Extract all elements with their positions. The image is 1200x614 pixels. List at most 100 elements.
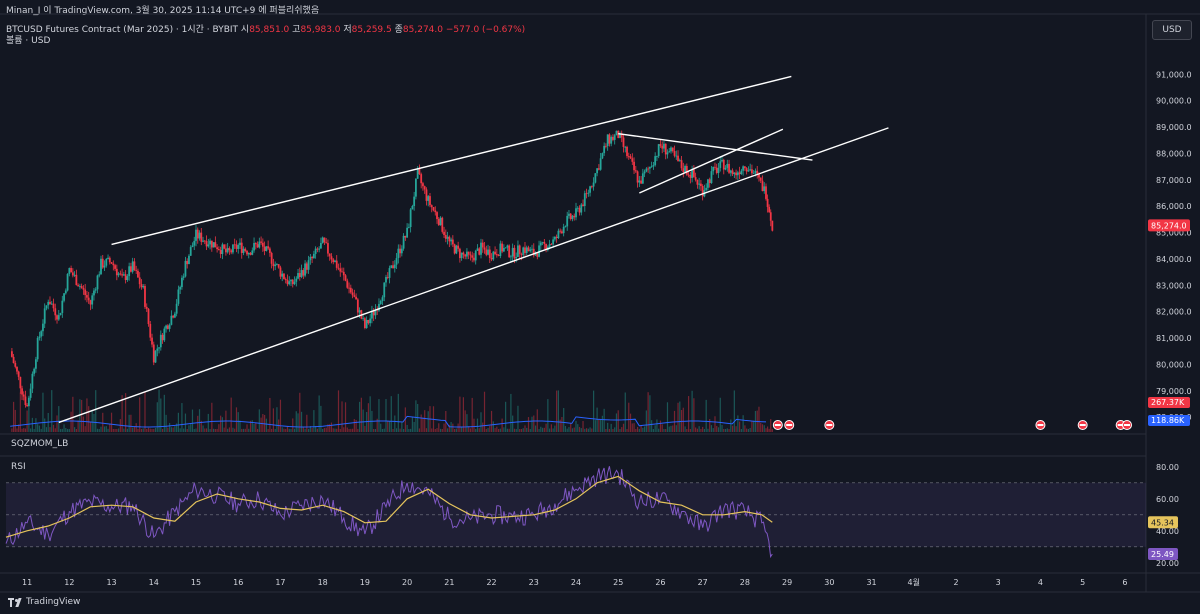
volume-bar — [258, 409, 260, 432]
candle-body — [448, 236, 451, 242]
volume-badge — [1148, 397, 1190, 408]
candle-body — [610, 136, 613, 144]
volume-bar — [584, 428, 586, 432]
time-tick-label: 21 — [444, 578, 454, 587]
volume-bar — [770, 419, 772, 432]
candle-body — [189, 247, 192, 256]
time-tick-label: 30 — [824, 578, 834, 587]
volume-bar — [717, 427, 720, 432]
currency-button[interactable]: USD — [1152, 20, 1192, 40]
volume-bar — [348, 428, 350, 432]
candle-body — [471, 255, 474, 258]
candle-body — [149, 324, 152, 338]
volume-bar — [100, 426, 102, 432]
volume-bar — [545, 423, 547, 432]
volume-bar — [448, 424, 450, 432]
candle-body — [538, 245, 540, 257]
volume-bar — [390, 396, 392, 432]
volume-bar — [207, 413, 209, 432]
candle-body — [323, 237, 326, 243]
volume-bar — [415, 400, 417, 432]
candle-body — [402, 235, 405, 249]
candle-body — [73, 274, 76, 276]
tradingview-brand[interactable]: TradingView — [8, 597, 80, 607]
flag-event-icon — [1117, 424, 1124, 426]
candle-body — [159, 334, 162, 348]
volume-bar — [316, 428, 318, 432]
candle-body — [659, 144, 662, 146]
volume-bar — [323, 428, 326, 432]
candle-body — [640, 180, 642, 184]
candle-body — [196, 229, 199, 239]
publish-info: Minan_J 이 TradingView.com, 3월 30, 2025 1… — [6, 6, 320, 16]
change-value: −577.0 (−0.67%) — [445, 25, 526, 35]
volume-bar — [191, 409, 194, 432]
volume-bar — [105, 426, 107, 432]
volume-bar — [218, 424, 220, 432]
candle-body — [295, 278, 298, 282]
volume-bar — [753, 420, 755, 432]
symbol-title[interactable]: BTCUSD Futures Contract (Mar 2025) · 1시간… — [6, 25, 239, 35]
volume-bar — [723, 428, 725, 432]
candle-body — [210, 240, 213, 248]
volume-bar — [513, 428, 516, 432]
volume-bar — [293, 428, 296, 432]
candle-body — [353, 295, 356, 297]
candle-body — [691, 169, 694, 178]
volume-bar — [651, 420, 653, 432]
volume-bar — [709, 418, 711, 432]
volume-bar — [160, 398, 162, 432]
candle-body — [151, 337, 153, 345]
volume-bar — [508, 428, 510, 432]
candle-body — [356, 299, 359, 313]
volume-bar — [431, 428, 433, 432]
candle-body — [761, 180, 764, 192]
candle-body — [692, 169, 695, 178]
rsi-tick-label: 60.00 — [1156, 495, 1179, 504]
volume-bar — [490, 410, 493, 432]
candle-body — [21, 388, 23, 395]
volume-bar — [719, 397, 721, 432]
volume-bar — [573, 427, 575, 432]
brand-label: TradingView — [26, 597, 81, 607]
volume-bar — [462, 397, 465, 432]
candle-body — [599, 158, 602, 170]
candle-body — [235, 244, 238, 249]
candle-body — [441, 217, 444, 232]
volume-bar — [610, 423, 612, 432]
candle-body — [91, 295, 94, 305]
candle-body — [492, 251, 495, 260]
volume-bar — [75, 428, 77, 432]
candle-body — [566, 215, 569, 227]
rsi-pane-label[interactable]: RSI — [11, 462, 26, 472]
volume-bar — [730, 419, 732, 432]
candle-body — [217, 249, 220, 251]
candle-body — [181, 277, 183, 288]
candle-body — [228, 248, 231, 251]
candle-body — [634, 170, 637, 172]
flag-event-icon — [826, 424, 833, 426]
candle-body — [656, 156, 658, 157]
candle-body — [314, 248, 317, 254]
volume-bar — [684, 426, 686, 432]
volume-bar — [237, 412, 239, 432]
volume-bar — [439, 428, 442, 432]
volume-legend[interactable]: 볼륨 · USD — [6, 36, 51, 46]
candle-body — [341, 271, 343, 273]
volume-bar — [265, 418, 267, 432]
volume-bar — [334, 428, 336, 432]
sqzmom-pane-label[interactable]: SQZMOM_LB — [11, 439, 69, 449]
volume-bar — [406, 424, 408, 432]
volume-bar — [550, 424, 552, 432]
candle-body — [225, 248, 227, 253]
candle-body — [735, 172, 737, 176]
volume-bar — [51, 390, 53, 432]
volume-bar — [582, 421, 584, 432]
candle-body — [346, 280, 349, 288]
volume-bar — [286, 426, 289, 432]
volume-bar — [763, 425, 765, 432]
candle-body — [64, 290, 67, 294]
candle-body — [668, 151, 671, 153]
volume-bar — [629, 413, 632, 432]
